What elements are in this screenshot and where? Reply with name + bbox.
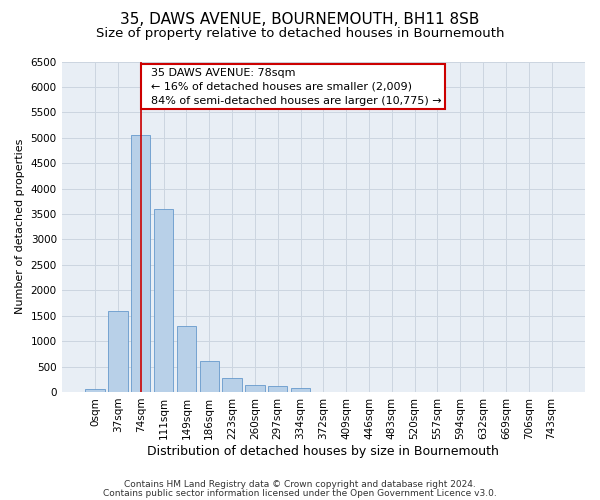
Bar [85, 390, 105, 392]
Bar [154, 209, 173, 392]
Text: 35 DAWS AVENUE: 78sqm
  ← 16% of detached houses are smaller (2,009)
  84% of se: 35 DAWS AVENUE: 78sqm ← 16% of detached … [144, 68, 442, 106]
X-axis label: Distribution of detached houses by size in Bournemouth: Distribution of detached houses by size … [148, 444, 499, 458]
Text: 35, DAWS AVENUE, BOURNEMOUTH, BH11 8SB: 35, DAWS AVENUE, BOURNEMOUTH, BH11 8SB [121, 12, 479, 28]
Bar [223, 378, 242, 392]
Bar [177, 326, 196, 392]
Text: Size of property relative to detached houses in Bournemouth: Size of property relative to detached ho… [96, 28, 504, 40]
Bar [108, 310, 128, 392]
Text: Contains public sector information licensed under the Open Government Licence v3: Contains public sector information licen… [103, 489, 497, 498]
Y-axis label: Number of detached properties: Number of detached properties [15, 139, 25, 314]
Bar [200, 362, 219, 392]
Bar [131, 135, 151, 392]
Bar [291, 388, 310, 392]
Bar [268, 386, 287, 392]
Bar [245, 386, 265, 392]
Text: Contains HM Land Registry data © Crown copyright and database right 2024.: Contains HM Land Registry data © Crown c… [124, 480, 476, 489]
